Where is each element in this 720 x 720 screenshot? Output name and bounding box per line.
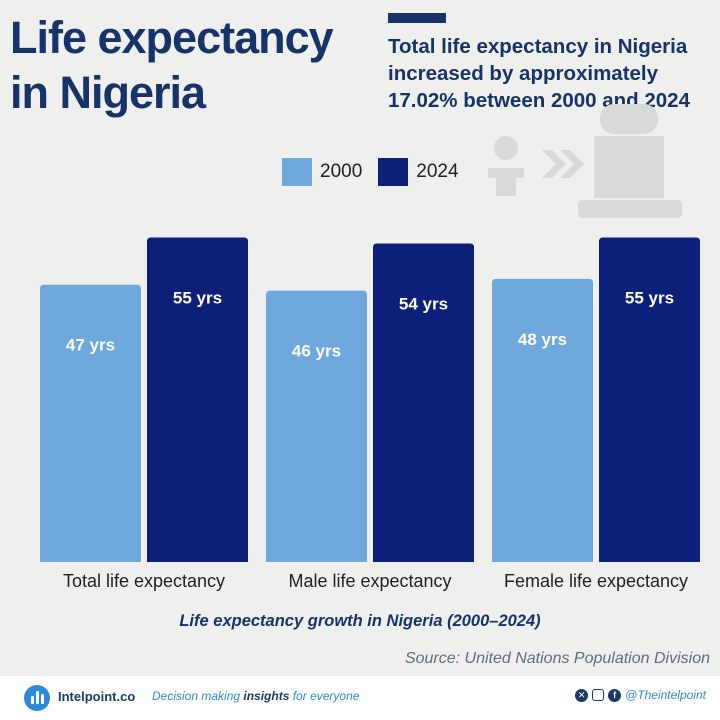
bar-2000-2 <box>492 278 593 562</box>
tagline-pre: Decision making <box>152 689 244 703</box>
accent-bar <box>388 13 446 23</box>
bar-2024-1 <box>373 243 474 562</box>
bar-chart: 47 yrs 55 yrs Total life expectancy 46 yrs 5… <box>40 237 700 591</box>
bar-label-2000-0: 47 yrs <box>66 336 115 355</box>
bar-label-2024-2: 55 yrs <box>625 289 674 308</box>
facebook-icon[interactable]: f <box>608 688 622 702</box>
category-label-0: Total life expectancy <box>63 571 225 591</box>
legend-swatch-2024 <box>378 158 409 186</box>
baby-to-adult-icon <box>488 104 682 218</box>
instagram-icon[interactable] <box>592 689 605 701</box>
social-handle[interactable]: @Theintelpoint <box>625 688 706 702</box>
legend: 2000 2024 <box>282 157 475 187</box>
tagline-bold: insights <box>243 689 290 703</box>
intelpoint-logo-icon[interactable] <box>24 685 50 711</box>
x-icon[interactable]: ✕ <box>575 688 589 702</box>
tagline-post: for everyone <box>289 689 360 703</box>
footer: Intelpoint.co Decision making insights f… <box>0 676 720 720</box>
legend-swatch-2000 <box>282 158 312 186</box>
bar-label-2000-2: 48 yrs <box>518 330 567 349</box>
social-links: ✕ f @Theintelpoint <box>575 688 706 702</box>
bar-2024-2 <box>599 237 700 563</box>
legend-label-2000: 2000 <box>320 161 363 182</box>
category-label-1: Male life expectancy <box>288 571 451 591</box>
bar-label-2024-0: 55 yrs <box>173 289 222 308</box>
bar-label-2000-1: 46 yrs <box>292 342 341 361</box>
brand-name[interactable]: Intelpoint.co <box>58 689 136 704</box>
bar-2024-0 <box>147 237 248 563</box>
legend-item-2000: 2000 <box>282 158 362 186</box>
legend-item-2024: 2024 <box>378 158 459 186</box>
bar-2000-1 <box>266 290 367 562</box>
bar-2000-0 <box>40 284 141 562</box>
chart-title: Life expectancy in Nigeria <box>10 12 334 118</box>
bar-label-2024-1: 54 yrs <box>399 294 448 313</box>
legend-label-2024: 2024 <box>416 161 459 182</box>
source-note: Source: United Nations Population Divisi… <box>404 650 710 667</box>
category-label-2: Female life expectancy <box>504 571 688 591</box>
chart-footnote: Life expectancy growth in Nigeria (2000–… <box>179 612 541 630</box>
tagline: Decision making insights for everyone <box>152 689 359 703</box>
chart-subtitle: Total life expectancy in Nigeria increas… <box>388 35 690 112</box>
